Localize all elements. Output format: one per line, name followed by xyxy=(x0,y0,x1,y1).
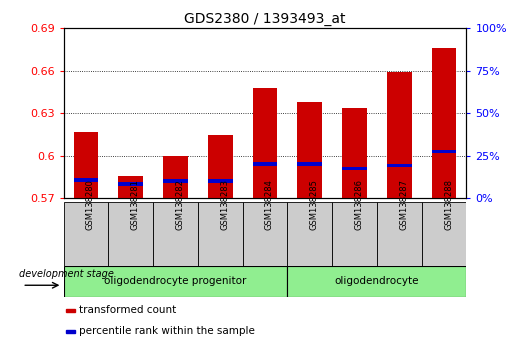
Bar xyxy=(74,178,98,182)
Text: transformed count: transformed count xyxy=(79,305,176,315)
Bar xyxy=(64,266,287,297)
Text: GSM138283: GSM138283 xyxy=(220,179,229,230)
Bar xyxy=(163,156,188,198)
Bar xyxy=(118,176,143,198)
Text: oligodendrocyte: oligodendrocyte xyxy=(334,276,419,286)
Bar xyxy=(163,179,188,183)
Text: GSM138288: GSM138288 xyxy=(444,179,453,230)
Bar xyxy=(342,167,367,170)
Text: GSM138280: GSM138280 xyxy=(86,179,95,230)
Bar xyxy=(74,132,98,198)
Text: GSM138286: GSM138286 xyxy=(355,179,364,230)
Bar xyxy=(287,266,466,297)
Bar xyxy=(387,164,412,167)
Bar xyxy=(287,202,332,266)
Bar xyxy=(66,330,75,333)
Text: percentile rank within the sample: percentile rank within the sample xyxy=(79,326,255,337)
Bar xyxy=(377,202,422,266)
Text: GSM138285: GSM138285 xyxy=(310,179,319,230)
Bar xyxy=(422,202,466,266)
Bar xyxy=(253,162,277,166)
Text: GSM138287: GSM138287 xyxy=(399,179,408,230)
Bar xyxy=(253,88,277,198)
Bar xyxy=(342,108,367,198)
Bar xyxy=(297,162,322,166)
Bar xyxy=(432,48,456,198)
Text: GSM138281: GSM138281 xyxy=(131,179,140,230)
Bar xyxy=(208,135,233,198)
Title: GDS2380 / 1393493_at: GDS2380 / 1393493_at xyxy=(184,12,346,26)
Bar xyxy=(243,202,287,266)
Bar xyxy=(118,182,143,186)
Bar xyxy=(108,202,153,266)
Bar xyxy=(297,102,322,198)
Text: oligodendrocyte progenitor: oligodendrocyte progenitor xyxy=(104,276,246,286)
Text: development stage: development stage xyxy=(19,269,114,279)
Bar xyxy=(432,150,456,153)
Text: GSM138284: GSM138284 xyxy=(265,179,274,230)
Bar xyxy=(208,179,233,183)
Bar xyxy=(387,72,412,198)
Bar xyxy=(64,202,108,266)
Text: GSM138282: GSM138282 xyxy=(175,179,184,230)
Bar xyxy=(153,202,198,266)
Bar xyxy=(66,309,75,312)
Bar xyxy=(198,202,243,266)
Bar xyxy=(332,202,377,266)
